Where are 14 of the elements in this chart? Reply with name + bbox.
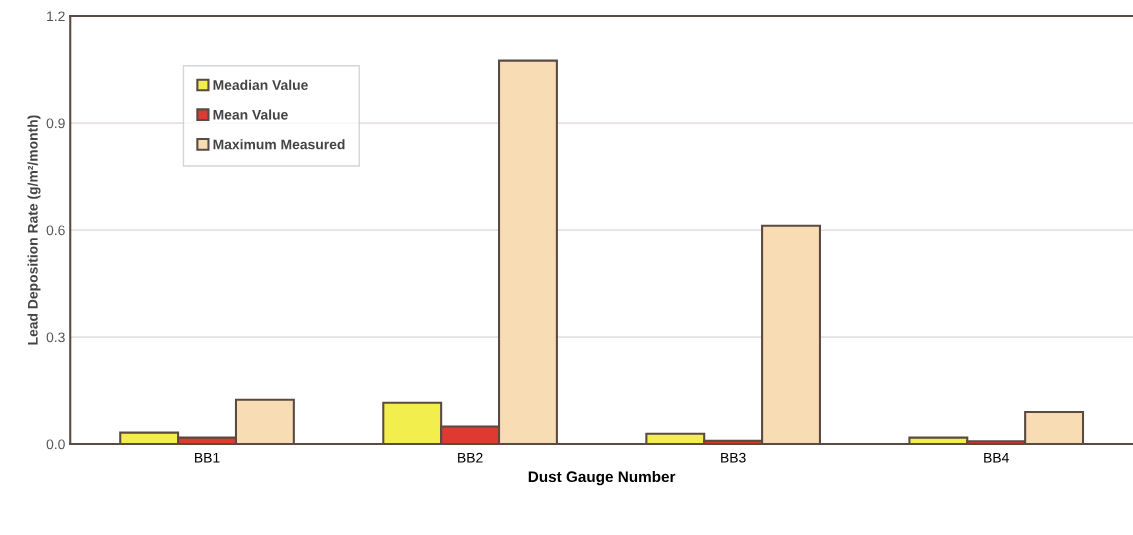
legend-label: Maximum Measured	[213, 139, 345, 150]
x-tick-label: BB4	[984, 452, 1009, 463]
legend-label: Mean Value	[213, 109, 288, 120]
y-tick-label: 1.2	[47, 11, 65, 22]
y-tick-label: 0.0	[46, 439, 65, 450]
legend-label: Meadian Value	[213, 79, 308, 90]
x-tick-label: BB3	[721, 452, 746, 463]
y-tick-label: 0.9	[46, 118, 65, 129]
x-axis-title: Dust Gauge Number	[528, 470, 676, 486]
y-tick-label: 0.3	[46, 332, 65, 343]
x-tick-label: BB2	[458, 452, 483, 463]
y-axis-title: Lead Deposition Rate (g/m²/month)	[27, 115, 41, 345]
y-tick-label: 0.6	[46, 225, 65, 236]
x-tick-label: BB1	[195, 452, 220, 463]
